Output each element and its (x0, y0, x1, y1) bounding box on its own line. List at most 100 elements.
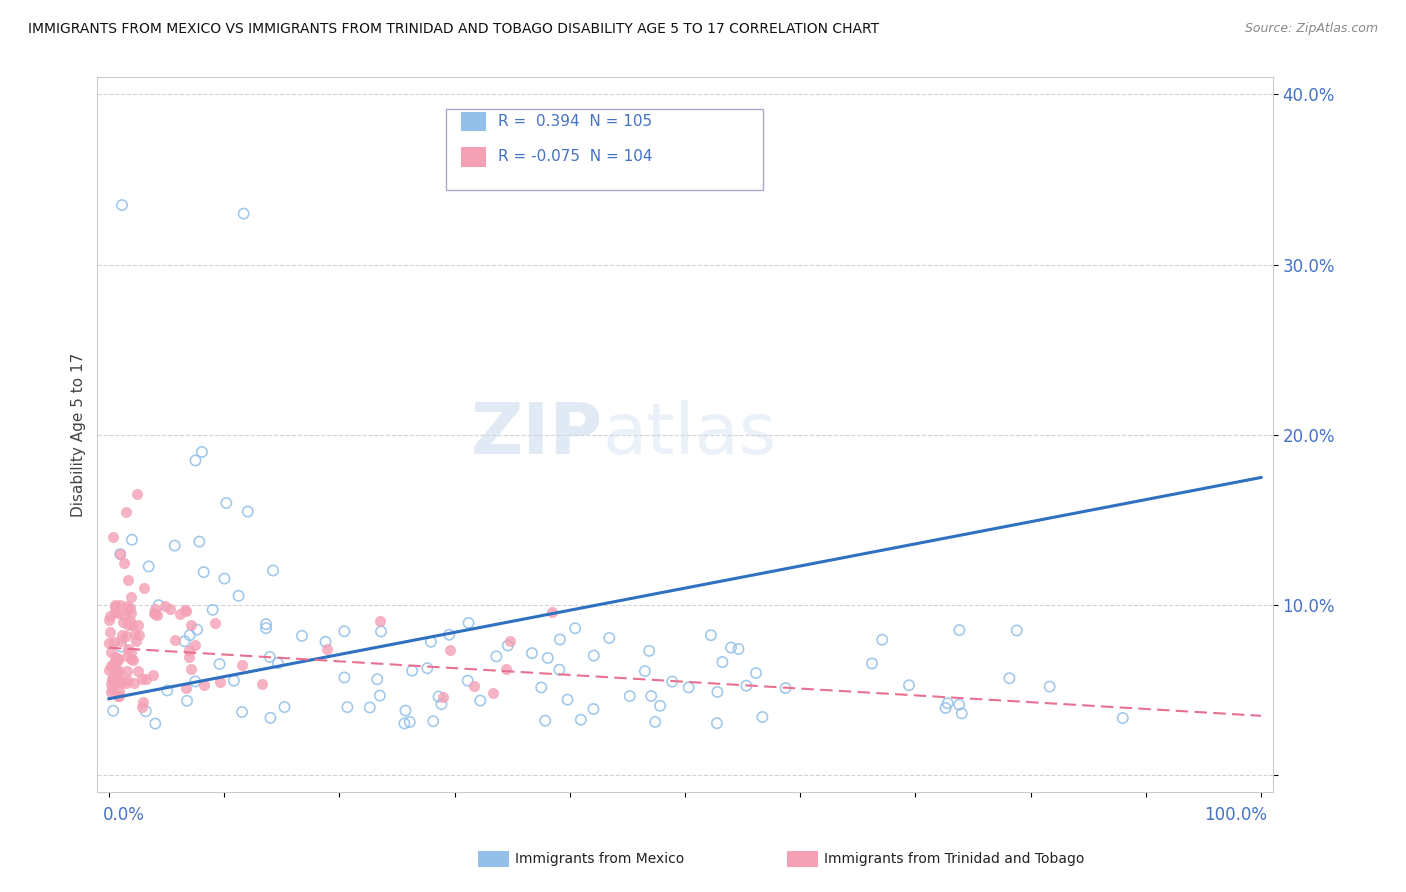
Text: ZIP: ZIP (471, 401, 603, 469)
Point (114, 629, 136, 643)
Point (898, 678, 921, 692)
Point (214, 572, 236, 586)
Point (117, 617, 139, 632)
Point (179, 628, 201, 642)
Point (254, 617, 277, 632)
Point (208, 657, 231, 671)
Point (640, 689, 662, 703)
Point (745, 666, 768, 681)
Point (648, 698, 671, 713)
Point (110, 675, 132, 690)
Point (184, 639, 207, 653)
Point (179, 643, 201, 657)
Point (706, 685, 728, 699)
Point (107, 606, 129, 620)
Point (115, 649, 138, 664)
Point (678, 681, 700, 695)
Point (127, 618, 149, 632)
Point (948, 623, 970, 637)
Point (104, 600, 127, 615)
Point (120, 590, 142, 604)
Point (470, 693, 492, 707)
Point (103, 665, 125, 679)
Point (118, 615, 141, 629)
Point (128, 627, 150, 641)
Point (174, 604, 197, 618)
Point (115, 673, 138, 687)
Point (98, 664, 121, 678)
Point (108, 672, 131, 686)
Point (98, 636, 121, 650)
Point (236, 504, 259, 518)
Point (457, 615, 479, 630)
Point (107, 652, 129, 666)
Point (191, 445, 214, 459)
Point (103, 530, 125, 544)
Point (107, 665, 129, 679)
Point (101, 657, 124, 671)
Point (145, 607, 167, 621)
Point (499, 634, 522, 648)
Point (121, 653, 143, 667)
Point (163, 633, 186, 648)
Point (935, 701, 957, 715)
Point (107, 690, 129, 704)
Point (315, 635, 337, 649)
Point (173, 634, 195, 648)
Point (132, 581, 155, 595)
Point (111, 615, 134, 630)
Point (121, 617, 143, 632)
Point (184, 674, 207, 689)
Point (548, 663, 571, 677)
Point (416, 661, 439, 675)
Point (359, 700, 381, 714)
Point (115, 676, 138, 690)
Point (107, 653, 129, 667)
Point (104, 662, 127, 676)
Point (127, 665, 149, 679)
Point (634, 664, 657, 678)
Point (148, 598, 170, 612)
Point (111, 627, 134, 641)
Point (420, 634, 443, 648)
Point (101, 704, 124, 718)
Point (262, 564, 284, 578)
Point (100, 659, 122, 673)
Point (115, 504, 138, 518)
Point (159, 602, 181, 616)
Point (135, 704, 157, 718)
Point (143, 601, 166, 615)
Point (267, 656, 290, 670)
Point (110, 547, 132, 561)
Point (427, 690, 450, 704)
Point (117, 642, 139, 657)
Point (100, 685, 122, 699)
Point (142, 667, 165, 681)
Point (250, 677, 273, 691)
Point (131, 699, 153, 714)
Point (254, 621, 277, 635)
Point (156, 683, 179, 698)
Point (720, 640, 742, 655)
Point (231, 658, 253, 673)
Point (124, 627, 146, 641)
Text: Immigrants from Trinidad and Tobago: Immigrants from Trinidad and Tobago (824, 852, 1084, 866)
Point (111, 198, 134, 212)
Point (184, 453, 207, 467)
Text: atlas: atlas (603, 401, 778, 469)
Point (700, 628, 723, 642)
Point (105, 665, 128, 680)
Point (316, 641, 339, 656)
Point (117, 599, 139, 614)
Point (173, 603, 195, 617)
Point (232, 206, 254, 220)
Point (582, 648, 605, 663)
Point (169, 607, 191, 621)
Point (457, 673, 479, 688)
Point (598, 631, 620, 645)
Point (401, 664, 423, 678)
Point (131, 672, 153, 686)
Text: 100.0%: 100.0% (1204, 806, 1267, 824)
Point (430, 697, 453, 711)
Point (1005, 624, 1028, 638)
